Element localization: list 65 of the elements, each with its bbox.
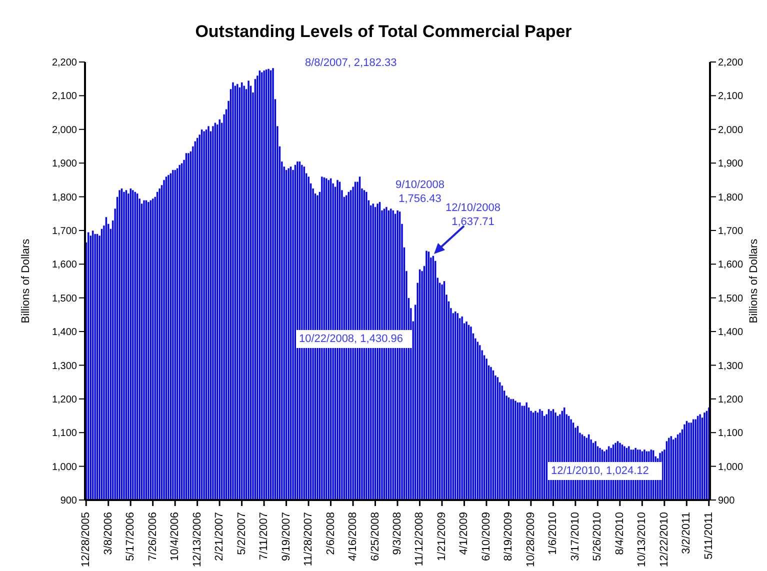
y-tick-label: 1,500 xyxy=(52,293,78,304)
y2-tick-label: 1,400 xyxy=(718,327,744,338)
annotation: 10/22/2008, 1,430.96 xyxy=(296,330,412,348)
y2-tick-label: 2,100 xyxy=(718,91,744,102)
x-tick-label: 1/6/2010 xyxy=(547,512,560,555)
y-axis-title: Billions of Dollars xyxy=(20,238,32,324)
y-tick-label: 1,200 xyxy=(52,394,78,406)
x-tick-label: 5/2/2007 xyxy=(236,512,248,555)
x-tick-label: 3/8/2006 xyxy=(102,512,114,555)
x-tick-label: 9/19/2007 xyxy=(280,512,292,561)
y2-tick-label: 1,900 xyxy=(718,158,744,170)
x-tick-label: 6/10/2009 xyxy=(480,512,492,561)
y-tick-label: 1,600 xyxy=(52,260,78,271)
y2-tick-label: 900 xyxy=(718,496,736,507)
x-tick-label: 4/1/2009 xyxy=(458,512,470,555)
y-tick-label: 1,700 xyxy=(52,226,78,238)
y2-tick-label: 1,000 xyxy=(718,462,744,473)
annotation: 8/8/2007, 2,182.33 xyxy=(305,56,398,70)
x-tick-label: 5/11/2011 xyxy=(702,512,715,560)
x-tick-label: 10/13/2010 xyxy=(636,512,648,568)
x-tick-label: 5/26/2010 xyxy=(592,512,604,561)
y2-tick-label: 2,200 xyxy=(718,58,744,69)
annotation: 12/1/2010, 1,024.12 xyxy=(548,462,662,480)
x-tick-label: 5/17/2006 xyxy=(124,512,137,561)
y2-tick-label: 2,000 xyxy=(718,124,744,136)
y-tick-label: 1,300 xyxy=(52,360,78,372)
y2-tick-label: 1,700 xyxy=(718,226,744,238)
y2-tick-label: 1,600 xyxy=(718,260,744,271)
x-tick-label: 11/28/2007 xyxy=(302,512,315,566)
x-tick-label: 8/19/2009 xyxy=(502,512,515,561)
x-tick-label: 10/28/2009 xyxy=(524,512,537,568)
y-tick-label: 1,400 xyxy=(52,327,78,338)
y2-axis-title: Billions of Dollars xyxy=(748,238,760,324)
x-tick-label: 4/16/2008 xyxy=(347,512,360,561)
y-tick-label: 1,000 xyxy=(52,462,78,473)
y2-tick-label: 1,500 xyxy=(718,293,744,304)
y2-tick-label: 1,300 xyxy=(718,360,744,372)
x-tick-label: 9/3/2008 xyxy=(392,512,404,555)
x-tick-label: 3/2/2011 xyxy=(680,512,693,554)
y-tick-label: 1,100 xyxy=(52,428,78,440)
x-tick-label: 12/22/2010 xyxy=(658,512,670,568)
y2-tick-label: 1,200 xyxy=(718,394,744,406)
x-tick-label: 11/12/2008 xyxy=(414,512,426,566)
x-tick-label: 10/4/2006 xyxy=(169,512,182,561)
x-tick-label: 8/4/2010 xyxy=(614,512,626,555)
y-tick-label: 1,800 xyxy=(52,192,78,204)
annotation: 9/10/2008 1,756.43 xyxy=(396,179,444,205)
y-tick-label: 2,100 xyxy=(52,91,78,102)
y-tick-label: 1,900 xyxy=(52,158,78,170)
y-tick-label: 2,200 xyxy=(52,58,78,69)
chart-title: Outstanding Levels of Total Commercial Paper xyxy=(194,22,573,42)
x-tick-label: 7/11/2007 xyxy=(258,512,270,560)
y-tick-label: 2,000 xyxy=(52,124,78,136)
x-tick-label: 3/17/2010 xyxy=(569,512,582,561)
x-tick-label: 1/21/2009 xyxy=(436,512,448,561)
x-tick-label: 2/21/2007 xyxy=(214,512,226,561)
y2-tick-label: 1,100 xyxy=(718,428,744,440)
y2-tick-label: 1,800 xyxy=(718,192,744,204)
x-tick-label: 12/28/2005 xyxy=(80,512,92,568)
x-tick-label: 7/26/2006 xyxy=(146,512,159,561)
y-tick-label: 900 xyxy=(60,496,78,507)
x-tick-label: 12/13/2006 xyxy=(191,512,204,568)
x-tick-label: 2/6/2008 xyxy=(324,512,337,555)
x-tick-label: 6/25/2008 xyxy=(369,512,382,561)
annotation: 12/10/2008 1,637.71 xyxy=(445,202,501,228)
